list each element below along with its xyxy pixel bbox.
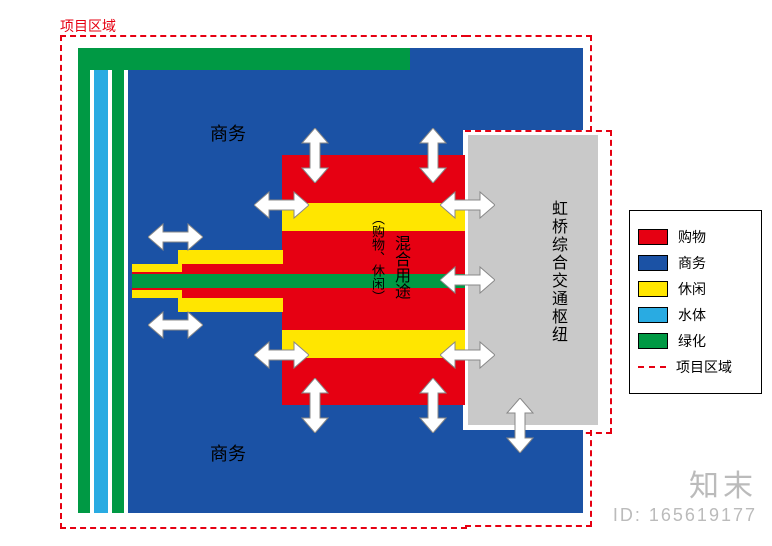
green-strip-right [112,48,124,513]
arrow-up-2 [418,128,448,183]
leisure-band-bottom [282,330,465,358]
mixed-label-sub: （购物、休闲） [368,212,387,303]
green-strip-left [78,48,90,513]
arrow-right-1 [440,190,495,220]
green-bar-top [78,48,410,70]
legend-box: 购物 商务 休闲 水体 绿化 项目区域 [629,210,762,394]
arrow-dn-1 [300,378,330,433]
arrow-left-bot [254,340,309,370]
arrow-right-3 [440,340,495,370]
leisure-tip-top [132,264,182,272]
legend-label-boundary: 项目区域 [676,357,732,377]
leisure-step-top [178,250,283,264]
water-strip [94,48,108,513]
legend-row-leisure: 休闲 [638,279,753,299]
project-area-label: 项目区域 [60,16,116,36]
legend-row-water: 水体 [638,305,753,325]
business-label-top: 商务 [210,120,246,146]
arrow-dn-2 [418,378,448,433]
legend-label-business: 商务 [678,253,706,273]
arrow-left-top [254,190,309,220]
legend-label-shopping: 购物 [678,227,706,247]
business-label-bottom: 商务 [210,440,246,466]
watermark-brand: 知末 [613,461,757,505]
leisure-tip-bot [132,290,182,298]
legend-label-water: 水体 [678,305,706,325]
watermark: 知末 ID: 165619177 [613,461,757,526]
legend-label-leisure: 休闲 [678,279,706,299]
business-zone-top-ext [463,48,583,130]
legend-row-business: 商务 [638,253,753,273]
arrow-right-2 [440,265,495,295]
mixed-label-main: 混合用途 [388,235,412,299]
legend-row-boundary: 项目区域 [638,357,753,377]
arrow-hub-dn [505,398,535,453]
swatch-boundary [638,366,666,368]
legend-row-shopping: 购物 [638,227,753,247]
diagram-canvas: 项目区域 商务 商务 混合用途 （购物、休闲） 虹桥综合交通枢纽 [0,0,772,546]
legend-label-green: 绿化 [678,331,706,351]
arrow-step-bot [148,310,203,340]
hub-label: 虹桥综合交通枢纽 [545,200,569,344]
swatch-leisure [638,281,668,297]
swatch-business [638,255,668,271]
legend-row-green: 绿化 [638,331,753,351]
arrow-step-top [148,222,203,252]
green-axis [132,274,465,288]
watermark-id: ID: 165619177 [613,505,757,526]
swatch-green [638,333,668,349]
arrow-up-1 [300,128,330,183]
swatch-shopping [638,229,668,245]
swatch-water [638,307,668,323]
